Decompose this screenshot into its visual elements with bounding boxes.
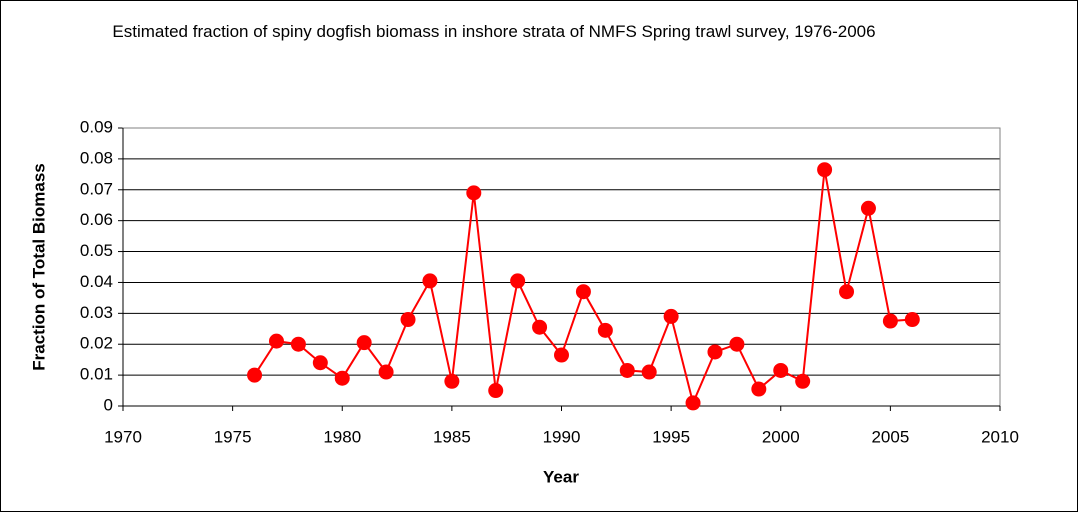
x-tick-label: 1980 [323, 427, 361, 446]
marker [663, 308, 679, 324]
x-tick-label: 1975 [214, 427, 252, 446]
plot-area [122, 127, 1001, 407]
marker [882, 313, 898, 329]
marker [729, 336, 745, 352]
y-tick-label: 0.06 [80, 210, 113, 229]
marker [268, 333, 284, 349]
marker [773, 362, 789, 378]
x-tick-label: 1990 [543, 427, 581, 446]
marker [619, 362, 635, 378]
y-tick-label: 0.03 [80, 303, 113, 322]
marker [817, 162, 833, 178]
marker [575, 284, 591, 300]
x-axis-label: Year [543, 467, 579, 486]
marker [466, 185, 482, 201]
x-tick-label: 1970 [104, 427, 142, 446]
y-tick-label: 0.02 [80, 334, 113, 353]
marker [641, 364, 657, 380]
y-axis-label: Fraction of Total Biomass [29, 163, 48, 371]
y-tick-label: 0.08 [80, 148, 113, 167]
marker [312, 355, 328, 371]
marker [510, 273, 526, 289]
y-tick-label: 0.04 [80, 272, 113, 291]
marker [554, 347, 569, 363]
y-tick-label: 0.05 [80, 241, 113, 260]
y-tick-label: 0.01 [80, 365, 113, 384]
marker [378, 364, 394, 380]
marker [751, 381, 767, 397]
marker [839, 284, 855, 300]
x-tick-label: 1995 [652, 427, 690, 446]
marker [334, 370, 350, 386]
marker [795, 373, 811, 389]
marker [247, 367, 263, 383]
x-tick-label: 2005 [871, 427, 909, 446]
y-tick-label: 0.09 [80, 117, 113, 136]
marker [488, 383, 504, 399]
y-tick-label: 0.07 [80, 179, 113, 198]
marker [904, 312, 920, 328]
marker [707, 344, 723, 360]
marker [356, 335, 372, 351]
marker [444, 373, 460, 389]
marker [860, 200, 876, 216]
marker [532, 319, 548, 335]
marker [290, 336, 306, 352]
x-tick-label: 1985 [433, 427, 471, 446]
marker [685, 395, 701, 411]
y-tick-label: 0 [104, 395, 113, 414]
x-tick-label: 2010 [981, 427, 1019, 446]
marker [400, 312, 416, 328]
x-tick-label: 2000 [762, 427, 800, 446]
chart-title: Estimated fraction of spiny dogfish biom… [112, 22, 876, 41]
marker [597, 322, 613, 338]
marker [422, 273, 438, 289]
